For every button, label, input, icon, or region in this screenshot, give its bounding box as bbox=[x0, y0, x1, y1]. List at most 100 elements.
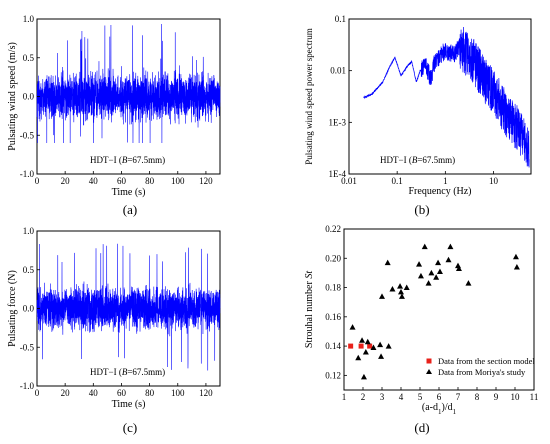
marker-moriya bbox=[379, 293, 385, 299]
marker-moriya bbox=[355, 354, 362, 361]
marker-moriya bbox=[447, 243, 454, 250]
y-tick-label-c: 0.0 bbox=[23, 304, 35, 314]
marker-moriya bbox=[398, 288, 404, 295]
y-tick-label-a: -1.0 bbox=[20, 169, 35, 179]
x-axis-label-d-sub1: 1 bbox=[438, 408, 442, 416]
spectrum-line-b bbox=[363, 27, 530, 168]
x-tick-label-c: 40 bbox=[89, 388, 99, 398]
spectrum-trace-b bbox=[363, 27, 530, 168]
x-tick-label-d: 7 bbox=[456, 392, 461, 402]
y-tick-label-a: 0.0 bbox=[23, 92, 35, 102]
x-tick-label-d: 6 bbox=[437, 392, 442, 402]
annotation-var-c: B bbox=[122, 367, 128, 377]
marker-moriya bbox=[425, 280, 432, 286]
plot-frame-b bbox=[348, 18, 532, 175]
x-tick-label-c: 0 bbox=[35, 388, 40, 398]
panel-b: 0.01 0.1 1 10 1E-4 1E-3 0.01 0.1 Frequency (Hz)… bbox=[304, 14, 532, 217]
y-tick-label-b: 1E-4 bbox=[329, 169, 347, 179]
axis-ticks-b: 0.01 0.1 1 10 1E-4 1E-3 0.01 0.1 bbox=[329, 14, 499, 186]
marker-moriya bbox=[513, 264, 520, 270]
x-tick-label-b: 10 bbox=[489, 176, 499, 186]
y-tick-label-d: 0.20 bbox=[325, 253, 341, 263]
series-label-b: HDT−I bbox=[380, 155, 407, 165]
panel-label-d: (d) bbox=[414, 420, 429, 435]
x-tick-label-d: 2 bbox=[361, 392, 366, 402]
marker-moriya bbox=[398, 293, 405, 299]
x-axis-label-c: Time (s) bbox=[112, 399, 146, 410]
x-tick-label-a: 20 bbox=[61, 176, 71, 186]
y-axis-label-a: Pulsating wind speed (m/s) bbox=[7, 42, 18, 151]
y-tick-label-c: 0.5 bbox=[23, 265, 35, 275]
marker-moriya bbox=[384, 259, 391, 266]
legend-marker-section bbox=[426, 358, 432, 364]
marker-section-model bbox=[348, 343, 354, 349]
x-tick-label-c: 20 bbox=[61, 388, 71, 398]
annotation-b: HDT−I (B=67.5mm) bbox=[380, 155, 455, 165]
axis-ticks-d: 1 2 3 4 5 6 7 8 9 10 11 0.12 0.14 0.16 0.18 0.20 0.22 bbox=[325, 224, 538, 402]
annotation-value-b: =67.5mm) bbox=[417, 155, 455, 165]
signal-trace-c bbox=[36, 243, 221, 371]
x-tick-label-b: 0.01 bbox=[341, 176, 357, 186]
marker-moriya bbox=[417, 272, 424, 279]
marker-moriya bbox=[362, 348, 369, 355]
x-tick-label-d: 5 bbox=[418, 392, 423, 402]
marker-moriya bbox=[377, 341, 384, 348]
y-axis-label-c: Pulsating force (N) bbox=[7, 270, 18, 347]
x-tick-label-a: 100 bbox=[171, 176, 185, 186]
x-tick-label-c: 60 bbox=[117, 388, 127, 398]
x-axis-label-d-part1: (a-d bbox=[422, 402, 438, 413]
marker-moriya bbox=[370, 344, 377, 351]
y-tick-label-d: 0.22 bbox=[325, 224, 341, 234]
marker-moriya bbox=[403, 284, 410, 291]
scatter-points-d bbox=[348, 243, 520, 380]
marker-moriya bbox=[360, 373, 367, 380]
annotation-var-b: B bbox=[412, 155, 418, 165]
x-axis-label-d-sub2: 1 bbox=[453, 408, 457, 416]
annotation-c: HDT−I (B=67.5mm) bbox=[90, 367, 165, 377]
x-tick-label-d: 11 bbox=[530, 392, 539, 402]
panel-a: 0 20 40 60 80 100 120 -1.0 -0.5 0.0 0.5 1.0 Time (s… bbox=[7, 14, 221, 217]
y-tick-label-d: 0.12 bbox=[325, 370, 341, 380]
x-tick-label-c: 100 bbox=[171, 388, 185, 398]
annotation-var-a: B bbox=[122, 155, 128, 165]
x-tick-label-a: 60 bbox=[117, 176, 127, 186]
y-tick-label-b: 1E-3 bbox=[329, 117, 347, 127]
x-tick-label-c: 120 bbox=[199, 388, 213, 398]
x-tick-label-a: 120 bbox=[199, 176, 213, 186]
marker-moriya bbox=[435, 259, 442, 266]
y-tick-label-c: -1.0 bbox=[20, 381, 35, 391]
x-tick-label-c: 80 bbox=[145, 388, 155, 398]
x-tick-label-b: 1 bbox=[443, 176, 448, 186]
y-tick-label-c: -0.5 bbox=[20, 342, 35, 352]
x-axis-label-d: (a-d1)/d1 bbox=[422, 402, 457, 416]
marker-moriya bbox=[455, 265, 462, 272]
marker-moriya bbox=[397, 283, 404, 289]
x-axis-label-b: Frequency (Hz) bbox=[408, 186, 471, 197]
y-tick-label-a: 0.5 bbox=[23, 53, 35, 63]
x-tick-label-d: 4 bbox=[399, 392, 404, 402]
y-axis-label-d-var: St bbox=[304, 271, 315, 279]
y-tick-label-b: 0.1 bbox=[335, 14, 346, 24]
legend-marker-moriya bbox=[426, 369, 432, 374]
marker-moriya bbox=[445, 256, 452, 263]
x-tick-label-d: 1 bbox=[342, 392, 347, 402]
marker-moriya bbox=[428, 269, 435, 276]
annotation-value-a: =67.5mm) bbox=[127, 155, 165, 165]
y-tick-label-d: 0.14 bbox=[325, 341, 341, 351]
y-axis-label-b: Pulsating wind speed power spectrum bbox=[304, 28, 314, 164]
y-tick-label-d: 0.18 bbox=[325, 283, 341, 293]
marker-moriya bbox=[512, 253, 519, 260]
legend-d: Data from the section model Data from Mo… bbox=[426, 356, 535, 377]
panel-d: 1 2 3 4 5 6 7 8 9 10 110.120.140.160.180.200.22 (a… bbox=[304, 224, 538, 435]
marker-section-model bbox=[358, 343, 364, 349]
marker-moriya bbox=[378, 353, 385, 359]
marker-moriya bbox=[421, 243, 428, 250]
marker-moriya bbox=[416, 261, 423, 267]
marker-moriya bbox=[465, 280, 472, 286]
noise-line-a bbox=[36, 23, 221, 144]
y-tick-label-a: -0.5 bbox=[20, 130, 35, 140]
legend-label-moriya: Data from Moriya's study bbox=[438, 367, 526, 377]
noise-line-c bbox=[36, 243, 221, 371]
y-tick-label-a: 1.0 bbox=[23, 14, 35, 24]
